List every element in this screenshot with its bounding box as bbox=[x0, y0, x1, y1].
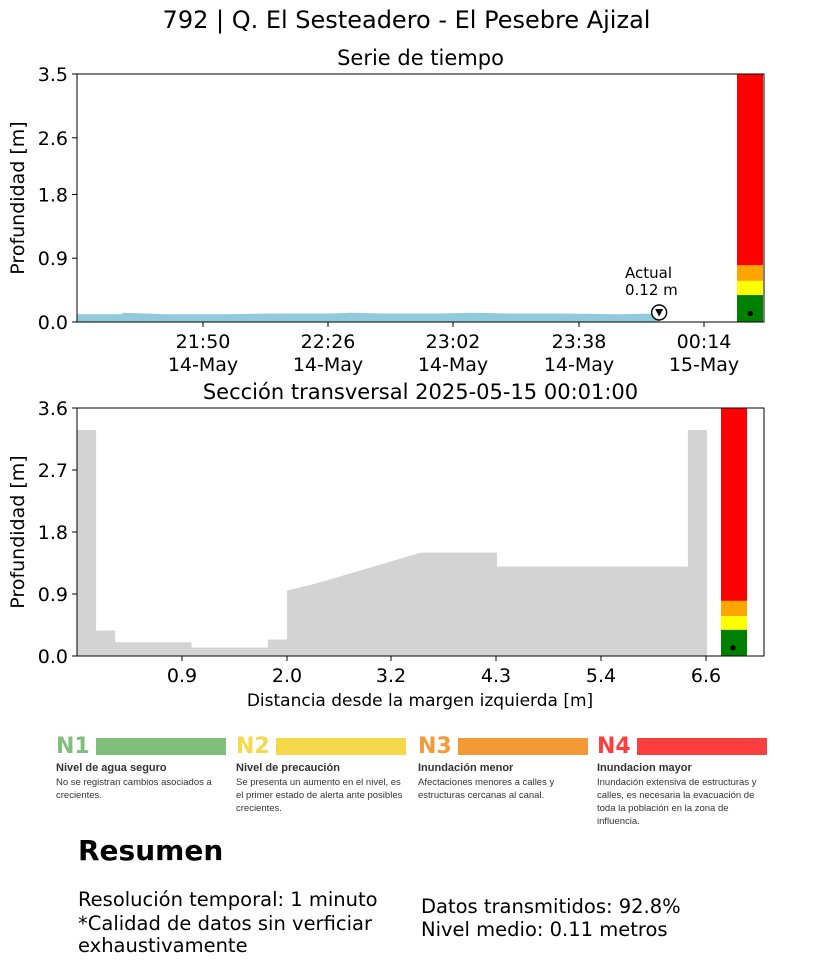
legend-n3-name: Inundación menor bbox=[418, 762, 514, 774]
chart2-title: Sección transversal 2025-05-15 00:01:00 bbox=[203, 380, 638, 404]
chart1-xtick-date: 15-May bbox=[669, 354, 739, 376]
chart2-level-n2 bbox=[721, 616, 747, 630]
legend-n2: N2 Nivel de precaución Se presenta un au… bbox=[236, 734, 406, 815]
chart1-level-n3 bbox=[737, 265, 763, 281]
chart1-ytick-label: 0.0 bbox=[38, 312, 68, 334]
page-title: 792 | Q. El Sesteadero - El Pesebre Ajiz… bbox=[162, 6, 651, 34]
chart1-xtick-time: 23:38 bbox=[552, 331, 607, 353]
chart1-current-value: 0.12 m bbox=[625, 281, 678, 299]
chart1-current-label: Actual bbox=[625, 264, 672, 282]
legend-n4-code: N4 bbox=[597, 733, 631, 759]
chart2-level-n3 bbox=[721, 600, 747, 617]
chart2-xlabel: Distancia desde la margen izquierda [m] bbox=[247, 691, 593, 711]
chart1-current-triangle bbox=[655, 308, 664, 317]
chart2-terrain bbox=[77, 430, 707, 656]
summary-resolution: Resolución temporal: 1 minuto bbox=[78, 888, 378, 911]
chart2-xtick-label: 0.9 bbox=[167, 665, 197, 687]
chart1-level-n2 bbox=[737, 280, 763, 296]
chart1-ytick-label: 0.9 bbox=[38, 248, 68, 270]
chart1-level-n4 bbox=[737, 74, 763, 266]
legend-n2-code: N2 bbox=[236, 733, 270, 759]
summary-transmitted: Datos transmitidos: 92.8% bbox=[421, 895, 681, 918]
chart1-title: Serie de tiempo bbox=[337, 46, 504, 70]
legend-n2-bar bbox=[276, 737, 406, 755]
chart1-xtick-time: 21:50 bbox=[176, 331, 231, 353]
chart1-xtick-date: 14-May bbox=[418, 354, 488, 376]
chart1-xtick-time: 00:14 bbox=[677, 331, 732, 353]
chart1-ytick-label: 1.8 bbox=[38, 184, 68, 206]
summary-mean-level: Nivel medio: 0.11 metros bbox=[421, 918, 668, 941]
chart2-level-n1 bbox=[721, 629, 747, 656]
legend-n4: N4 Inundacion mayor Inundación extensiva… bbox=[597, 734, 767, 828]
legend-n4-bar bbox=[637, 737, 767, 755]
legend-n3-code: N3 bbox=[418, 733, 452, 759]
chart1-xtick-time: 22:26 bbox=[301, 331, 356, 353]
chart1-frame bbox=[76, 73, 765, 323]
chart1-ytick-label: 3.5 bbox=[38, 64, 68, 86]
chart2-ylabel: Profundidad [m] bbox=[7, 455, 29, 608]
chart2-xtick-label: 2.0 bbox=[272, 665, 302, 687]
legend-n1-bar bbox=[96, 737, 226, 755]
chart1-xtick-date: 14-May bbox=[168, 354, 238, 376]
chart2-ytick-label: 0.9 bbox=[38, 584, 68, 606]
chart1-series-area bbox=[77, 312, 660, 322]
chart2-level-marker bbox=[730, 645, 736, 651]
chart1-level-marker bbox=[747, 310, 754, 317]
legend-n2-desc: Se presenta un aumento en el nivel, es e… bbox=[236, 777, 403, 814]
legend-n3: N3 Inundación menor Afectaciones menores… bbox=[418, 734, 588, 802]
chart2-xtick-label: 4.3 bbox=[481, 665, 511, 687]
chart1-ylabel: Profundidad [m] bbox=[7, 121, 29, 274]
chart2-ytick-label: 0.0 bbox=[38, 646, 68, 668]
chart2-level-n4 bbox=[721, 408, 747, 601]
chart2-ytick-label: 3.6 bbox=[38, 398, 68, 420]
legend-n4-name: Inundacion mayor bbox=[597, 762, 692, 774]
chart2-xtick-label: 6.6 bbox=[691, 665, 721, 687]
legend-n4-desc: Inundación extensiva de estructuras y ca… bbox=[597, 777, 757, 827]
chart2-xtick-label: 3.2 bbox=[376, 665, 406, 687]
legend-n3-desc: Afectaciones menores a calles y estructu… bbox=[418, 777, 555, 801]
summary-quality-line2: exhaustivamente bbox=[78, 934, 248, 957]
legend-n1-name: Nivel de agua seguro bbox=[56, 762, 167, 774]
chart1-level-n1 bbox=[737, 295, 763, 322]
summary-title: Resumen bbox=[78, 834, 224, 867]
chart2-ytick-label: 2.7 bbox=[38, 460, 68, 482]
chart1-xtick-date: 14-May bbox=[293, 354, 363, 376]
legend-n3-bar bbox=[458, 737, 588, 755]
chart1-xtick-time: 23:02 bbox=[426, 331, 481, 353]
cross-section-chart: Sección transversal 2025-05-15 00:01:00 0… bbox=[7, 380, 765, 711]
chart1-ytick-label: 2.6 bbox=[38, 128, 68, 150]
summary-quality-line1: *Calidad de datos sin verficiar bbox=[78, 912, 372, 935]
legend-n1-code: N1 bbox=[56, 733, 90, 759]
legend-n1-desc: No se registran cambios asociados a crec… bbox=[56, 777, 212, 801]
chart2-ytick-label: 1.8 bbox=[38, 522, 68, 544]
chart1-xtick-date: 14-May bbox=[544, 354, 614, 376]
legend-n2-name: Nivel de precaución bbox=[236, 762, 340, 774]
chart2-xtick-label: 5.4 bbox=[586, 665, 616, 687]
legend-n1: N1 Nivel de agua seguro No se registran … bbox=[56, 734, 226, 802]
